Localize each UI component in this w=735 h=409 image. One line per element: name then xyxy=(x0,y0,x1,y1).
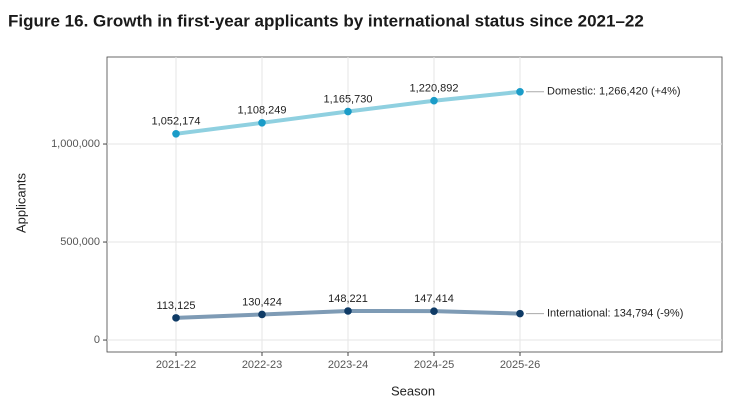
data-label: 1,220,892 xyxy=(410,83,459,95)
data-point xyxy=(344,107,352,116)
x-tick-label: 2021-22 xyxy=(156,359,196,371)
data-point xyxy=(172,130,180,138)
data-point xyxy=(430,307,438,315)
data-label: 130,424 xyxy=(242,296,282,308)
annotation: Domestic: 1,266,420 (+4%) xyxy=(547,86,681,98)
data-point xyxy=(344,307,352,315)
data-point xyxy=(258,119,266,127)
x-axis-title: Season xyxy=(391,383,435,398)
y-tick-label: 500,000 xyxy=(60,236,100,248)
data-point xyxy=(430,96,438,105)
x-tick-label: 2022-23 xyxy=(242,359,282,371)
data-label: 148,221 xyxy=(328,293,368,305)
chart-title: Figure 16. Growth in first-year applican… xyxy=(8,11,644,30)
data-point xyxy=(172,314,180,322)
plot-area xyxy=(106,56,723,353)
y-tick-label: 1,000,000 xyxy=(51,138,100,150)
y-axis-title: Applicants xyxy=(13,173,28,233)
data-label: 1,052,174 xyxy=(152,116,201,128)
data-label: 113,125 xyxy=(157,300,196,312)
data-label: 1,108,249 xyxy=(238,105,287,117)
x-tick-label: 2025-26 xyxy=(500,359,540,371)
data-point xyxy=(516,309,524,318)
data-label: 1,165,730 xyxy=(324,93,373,105)
data-point xyxy=(258,310,266,319)
data-point xyxy=(516,88,524,96)
y-tick-label: 0 xyxy=(94,334,100,346)
data-label: 147,414 xyxy=(414,293,454,305)
x-tick-label: 2023-24 xyxy=(328,359,368,371)
x-tick-label: 2024-25 xyxy=(414,359,454,371)
annotation: International: 134,794 (-9%) xyxy=(547,308,683,320)
